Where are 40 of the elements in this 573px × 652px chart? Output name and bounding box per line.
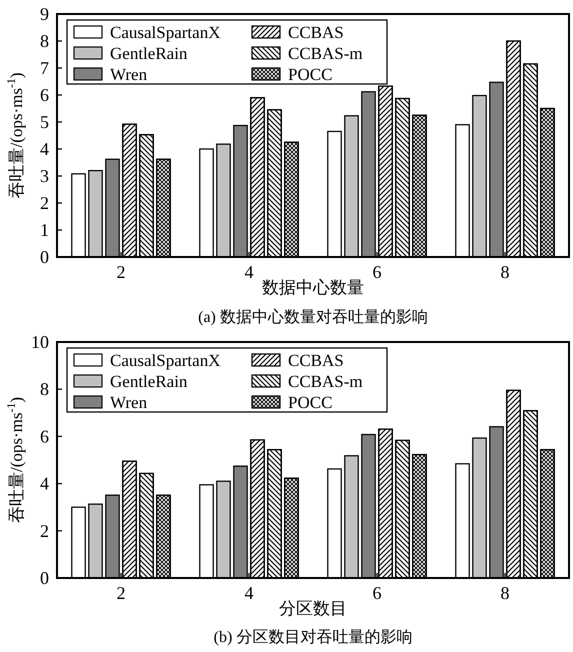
y-tick-label: 7 — [40, 58, 49, 78]
legend-label: CausalSpartanX — [110, 23, 220, 42]
x-tick-label: 8 — [500, 583, 510, 603]
y-tick-label: 4 — [40, 474, 49, 494]
y-tick-label: 6 — [40, 85, 49, 105]
y-tick-label: 2 — [40, 520, 49, 541]
x-tick-label: 2 — [116, 583, 126, 603]
text: (b) 分区数目对吞吐量的影响 — [214, 628, 412, 646]
y-tick-label: 0 — [40, 247, 49, 267]
legend-label: CCBAS-m — [288, 44, 363, 63]
x-tick-label: 2 — [116, 262, 126, 282]
y-tick-label: 0 — [40, 568, 49, 588]
legend-label: GentleRain — [110, 44, 188, 63]
legend-label: Wren — [110, 393, 148, 412]
legend-label: CausalSpartanX — [110, 351, 220, 370]
x-tick-label: 4 — [244, 262, 254, 282]
y-tick-label: 3 — [40, 166, 49, 186]
y-tick-label: 5 — [40, 112, 49, 132]
y-tick-label: 10 — [31, 332, 49, 352]
x-tick-label: 6 — [372, 262, 382, 282]
y-tick-label: 2 — [40, 193, 49, 213]
x-axis-title: 分区数目 — [279, 599, 347, 618]
legend-label: POCC — [288, 393, 332, 412]
y-tick-label: 1 — [40, 220, 49, 240]
legend-label: GentleRain — [110, 372, 188, 391]
legend-label: Wren — [110, 65, 148, 84]
x-tick-label: 4 — [244, 583, 254, 603]
y-tick-label: 9 — [40, 4, 49, 24]
x-axis-title: 数据中心数量 — [262, 278, 364, 297]
x-tick-label: 6 — [372, 583, 382, 603]
legend-label: CCBAS — [288, 351, 344, 370]
text: (a) 数据中心数量对吞吐量的影响 — [198, 308, 428, 326]
legend-label: CCBAS — [288, 23, 344, 42]
x-tick-label: 8 — [500, 262, 510, 282]
y-tick-label: 4 — [40, 139, 49, 159]
y-tick-label: 8 — [40, 379, 49, 400]
legend-label: CCBAS-m — [288, 372, 363, 391]
y-tick-label: 6 — [40, 426, 49, 446]
legend-label: POCC — [288, 65, 332, 84]
y-tick-label: 8 — [40, 31, 49, 51]
